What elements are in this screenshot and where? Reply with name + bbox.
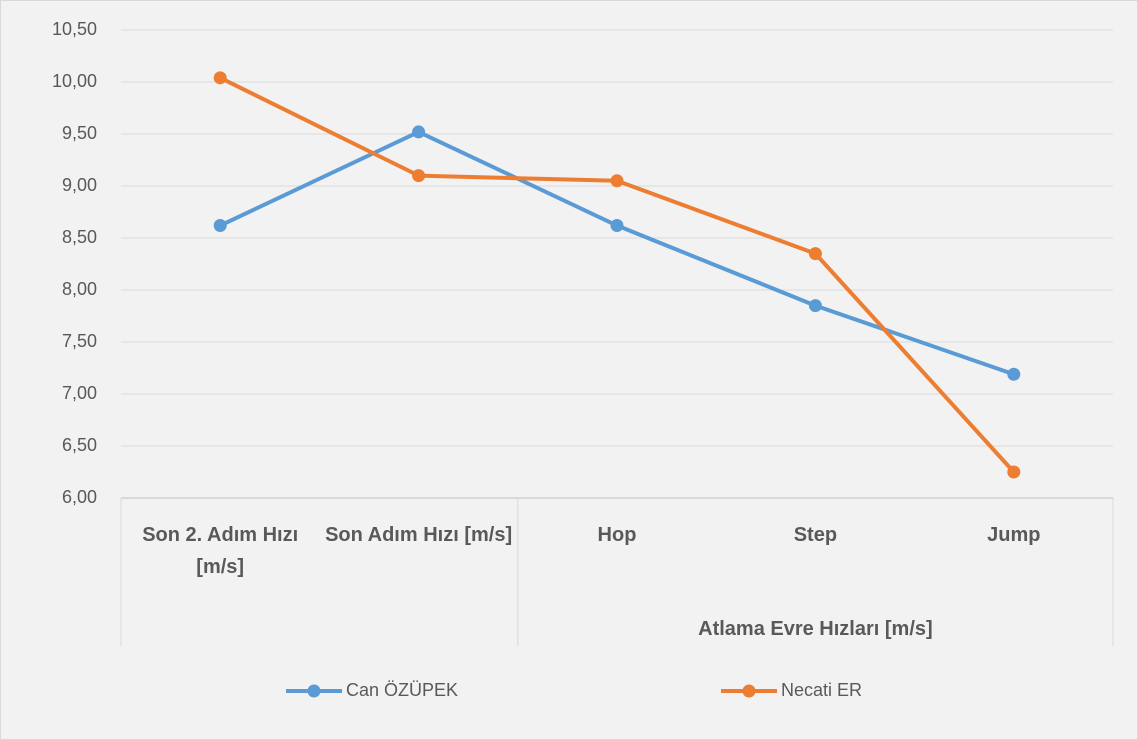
data-point: [1007, 367, 1021, 381]
data-point: [1007, 465, 1021, 479]
data-point: [213, 219, 227, 233]
y-tick-label: 9,00: [62, 175, 97, 195]
x-tick-label: Son Adım Hızı [m/s]: [325, 524, 513, 546]
category-group-label: Atlama Evre Hızları [m/s]: [698, 618, 933, 640]
legend-label: Necati ER: [781, 680, 862, 700]
x-tick-label: Hop: [597, 524, 637, 546]
data-point: [412, 125, 426, 139]
y-tick-label: 8,50: [62, 227, 97, 247]
data-point: [610, 174, 624, 188]
legend-marker: [742, 684, 756, 698]
y-tick-label: 7,50: [62, 331, 97, 351]
y-tick-label: 7,00: [62, 383, 97, 403]
y-tick-label: 6,50: [62, 435, 97, 455]
data-point: [213, 71, 227, 85]
data-point: [808, 247, 822, 261]
legend-marker: [307, 684, 321, 698]
plot-area: [121, 30, 1113, 498]
y-tick-label: 6,00: [62, 487, 97, 507]
y-tick-label: 8,00: [62, 279, 97, 299]
data-point: [808, 299, 822, 313]
data-point: [412, 169, 426, 183]
y-tick-label: 10,00: [52, 71, 97, 91]
x-tick-label: Jump: [987, 524, 1041, 546]
legend-label: Can ÖZÜPEK: [346, 680, 458, 700]
y-tick-label: 10,50: [52, 19, 97, 39]
data-point: [610, 219, 624, 233]
x-tick-label: Son 2. Adım Hızı [m/s]: [142, 524, 299, 578]
y-tick-label: 9,50: [62, 123, 97, 143]
x-tick-label: Step: [793, 524, 838, 546]
